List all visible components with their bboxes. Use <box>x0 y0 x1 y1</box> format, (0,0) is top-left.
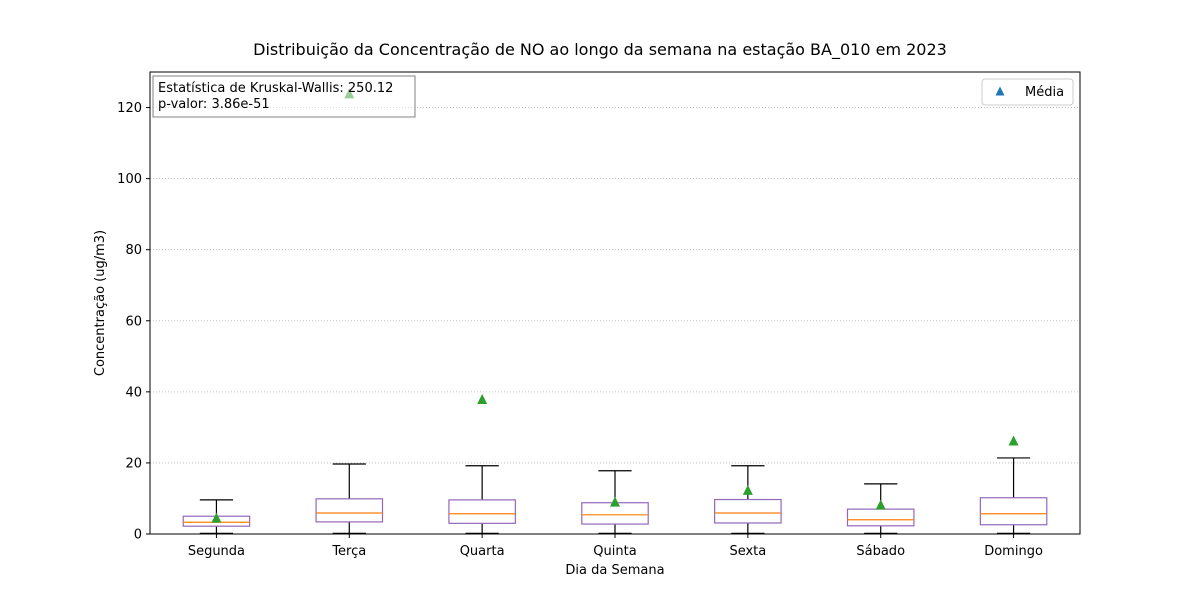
box-iqr <box>979 497 1048 526</box>
plot-frame <box>149 71 1081 535</box>
stats-annotation: Estatística de Kruskal-Wallis: 250.12 p-… <box>152 75 416 118</box>
mean-marker-Quarta <box>477 393 488 404</box>
x-tick-label-Quinta: Quinta <box>593 544 636 559</box>
mean-marker-Quinta <box>610 496 620 507</box>
x-tick-label-Terça: Terça <box>331 544 366 559</box>
box-iqr <box>448 499 516 524</box>
mean-marker-Segunda <box>211 512 222 523</box>
y-axis: 0 20 40 60 80 100 120 <box>117 101 150 543</box>
y-tick-label-80: 80 <box>125 243 142 258</box>
boxes <box>182 457 1048 534</box>
y-tick-label-20: 20 <box>125 456 142 471</box>
box-iqr <box>846 508 915 527</box>
box-iqr <box>714 498 782 524</box>
x-axis: Segunda Terça Quarta Quinta Sexta Sábado Domin… <box>188 534 1043 559</box>
y-tick-label-60: 60 <box>125 314 142 329</box>
box-Terça <box>315 463 384 534</box>
stats-annotation-line2: p-valor: 3.86e-51 <box>158 97 270 112</box>
x-tick-label-Segunda: Segunda <box>188 544 245 559</box>
x-tick-label-Domingo: Domingo <box>984 544 1043 559</box>
legend-label: Média <box>1025 85 1064 100</box>
mean-markers <box>211 88 1019 523</box>
y-tick-label-0: 0 <box>134 528 142 543</box>
chart-title: Distribuição da Concentração de NO ao lo… <box>253 40 947 60</box>
legend: Média <box>981 78 1074 106</box>
x-tick-label-Quarta: Quarta <box>460 544 505 559</box>
mean-marker-Sexta <box>742 484 753 495</box>
box-Domingo <box>979 457 1048 534</box>
y-axis-label: Concentração (ug/m3) <box>93 230 108 376</box>
mean-marker-Domingo <box>1008 435 1019 446</box>
y-tick-label-100: 100 <box>117 172 142 187</box>
mean-marker-Sábado <box>875 499 886 510</box>
box-iqr <box>315 498 384 523</box>
stats-annotation-box <box>152 75 416 118</box>
x-tick-label-Sábado: Sábado <box>856 544 905 559</box>
grid <box>150 107 1080 464</box>
legend-box <box>981 78 1074 106</box>
x-tick-label-Sexta: Sexta <box>729 544 766 559</box>
x-axis-label: Dia da Semana <box>565 563 664 578</box>
stats-annotation-line1: Estatística de Kruskal-Wallis: 250.12 <box>158 81 393 96</box>
legend-triangle-icon <box>995 86 1005 96</box>
y-tick-label-120: 120 <box>117 101 142 116</box>
box-Sexta <box>714 465 782 534</box>
box-Quarta <box>448 465 516 534</box>
y-tick-label-40: 40 <box>125 385 142 400</box>
